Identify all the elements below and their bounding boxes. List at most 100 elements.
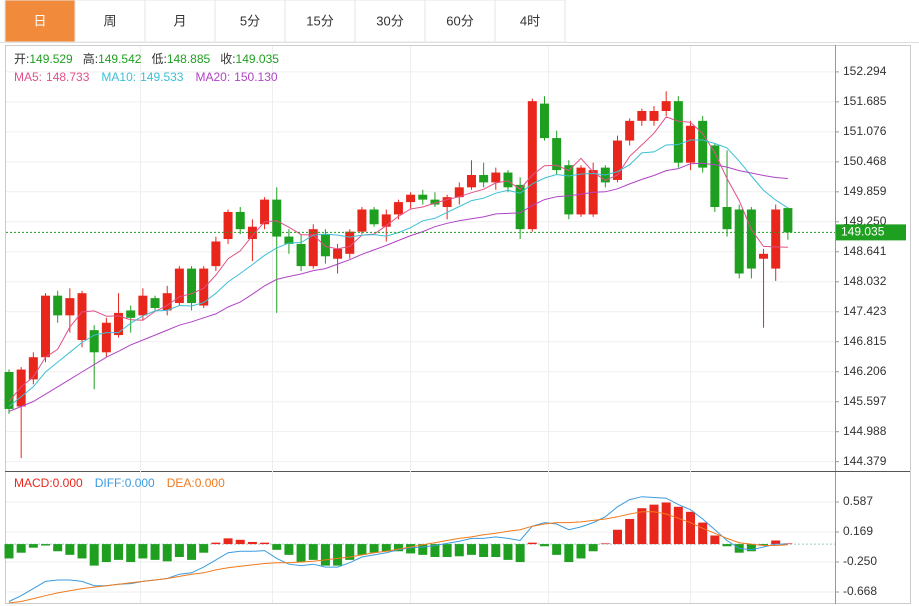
macd-bar xyxy=(260,542,270,545)
candle-body xyxy=(515,184,525,230)
macd-bar xyxy=(174,544,184,558)
candle-body xyxy=(41,295,51,358)
candle-body xyxy=(722,207,732,230)
candle-body xyxy=(284,236,294,244)
tab[interactable] xyxy=(144,0,216,43)
candle-body xyxy=(174,268,184,304)
macd-bar xyxy=(235,539,245,545)
dea-line xyxy=(8,511,788,604)
macd-bar xyxy=(430,544,440,558)
y-tick-label: 0.169 xyxy=(843,524,873,538)
macd-bar xyxy=(686,511,696,545)
tab-label[interactable]: 30分 xyxy=(376,13,403,28)
candle-body xyxy=(783,208,793,233)
macd-bar xyxy=(393,544,403,552)
macd-bar xyxy=(710,535,720,545)
macd-bar xyxy=(162,544,172,562)
candle-body xyxy=(539,103,549,139)
macd-bar xyxy=(320,544,330,566)
macd-bar xyxy=(503,544,513,560)
legend-text: 0.000 xyxy=(195,476,225,490)
y-tick-label: 147.423 xyxy=(843,304,887,318)
legend-text: DIFF: xyxy=(95,476,125,490)
candle-body xyxy=(734,209,744,274)
candle-body xyxy=(150,298,160,308)
candle-body xyxy=(114,312,124,336)
tab-label[interactable]: 周 xyxy=(103,13,116,28)
tab-label[interactable]: 60分 xyxy=(446,13,473,28)
candle-body xyxy=(649,110,659,121)
macd-bar xyxy=(381,544,391,552)
tab-label[interactable]: 日 xyxy=(33,13,46,28)
candle-body xyxy=(406,194,416,203)
candle-body xyxy=(418,194,428,200)
y-tick-label: 0.587 xyxy=(843,494,873,508)
macd-bar xyxy=(199,544,209,553)
macd-bar xyxy=(746,544,756,552)
macd-bar xyxy=(333,544,343,566)
legend-text: 149.529 xyxy=(29,52,73,66)
candle-body xyxy=(247,226,257,240)
candle-body xyxy=(101,322,111,353)
tab[interactable] xyxy=(494,0,566,43)
candle-body xyxy=(211,241,221,267)
macd-bar xyxy=(515,544,525,563)
y-tick-label: 148.641 xyxy=(843,244,887,258)
tab[interactable] xyxy=(424,0,496,43)
candle-body xyxy=(661,101,671,111)
candle-body xyxy=(564,165,574,215)
candle-body xyxy=(454,187,464,198)
candle-body xyxy=(466,175,476,188)
candle-body xyxy=(442,197,452,208)
legend-text: MA20: xyxy=(195,70,230,84)
macd-bar xyxy=(308,544,318,560)
y-tick-label: 152.294 xyxy=(843,64,887,78)
legend-text: 148.733 xyxy=(46,70,90,84)
macd-bar xyxy=(101,544,111,563)
macd-bar xyxy=(138,544,148,559)
y-tick-label: 146.206 xyxy=(843,364,887,378)
candle-body xyxy=(430,199,440,205)
tab-label[interactable]: 5分 xyxy=(240,13,260,28)
macd-bar xyxy=(114,544,124,560)
legend-text: 0.000 xyxy=(53,476,83,490)
candle-body xyxy=(65,298,75,316)
macd-bar xyxy=(4,544,14,559)
macd-bar xyxy=(613,529,622,545)
macd-bar xyxy=(771,540,781,545)
macd-bar xyxy=(418,544,428,555)
y-tick-label: 151.076 xyxy=(843,124,887,138)
macd-bar xyxy=(187,544,197,560)
candle-body xyxy=(308,229,318,267)
candle-body xyxy=(4,371,14,409)
candle-body xyxy=(613,140,622,180)
legend-text: MA10: xyxy=(101,70,136,84)
macd-bar xyxy=(442,544,452,558)
candle-body xyxy=(53,295,63,316)
macd-bar xyxy=(41,544,51,546)
candle-body xyxy=(369,209,379,225)
legend-text: 收: xyxy=(220,52,235,66)
tab-label[interactable]: 4时 xyxy=(520,13,540,28)
y-tick-label: 145.597 xyxy=(843,394,887,408)
macd-bar xyxy=(564,544,574,563)
candle-body xyxy=(771,209,781,269)
candle-body xyxy=(77,293,87,340)
tab[interactable] xyxy=(354,0,426,43)
y-tick-label: 146.815 xyxy=(843,334,887,348)
legend-text: 开: xyxy=(14,52,29,66)
y-tick-label: 149.859 xyxy=(843,184,887,198)
macd-bar xyxy=(296,544,306,563)
macd-bar xyxy=(722,544,732,547)
candle-body xyxy=(491,172,501,183)
macd-bar xyxy=(211,542,221,545)
tab-label[interactable]: 15分 xyxy=(306,13,333,28)
last-price-label: 149.035 xyxy=(841,225,885,239)
tab[interactable] xyxy=(74,0,146,43)
tab-label[interactable]: 月 xyxy=(173,13,186,28)
macd-bar xyxy=(588,544,598,552)
candle-body xyxy=(527,101,537,230)
y-tick-label: 148.032 xyxy=(843,274,887,288)
macd-bar xyxy=(284,544,294,555)
macd-bar xyxy=(491,544,501,558)
